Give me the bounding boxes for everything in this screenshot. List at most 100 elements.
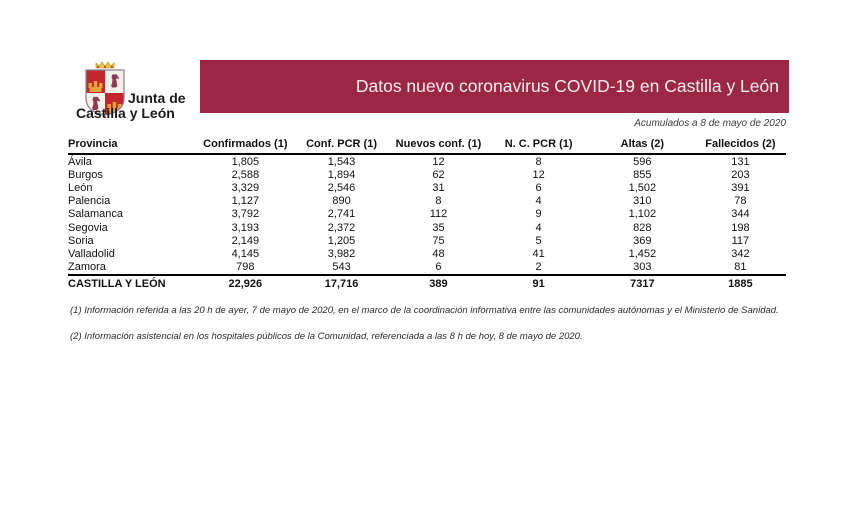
cell-value: 596 xyxy=(633,155,652,168)
province-name: Soria xyxy=(68,234,94,247)
province-name: Salamanca xyxy=(68,208,124,221)
table-row: Ávila 1,805 1,543 12 8 596 131 xyxy=(68,154,786,168)
cell-value: 1,127 xyxy=(231,195,260,208)
cell-value: 3,792 xyxy=(231,208,260,221)
column-header-confirmados: Confirmados (1) xyxy=(197,137,294,155)
cell-value: 75 xyxy=(432,234,445,247)
cell-value: 2,372 xyxy=(327,221,356,234)
logo-text-line2: Castilla y León xyxy=(76,105,175,121)
column-header-nc-pcr: N. C. PCR (1) xyxy=(487,137,590,155)
province-name: Burgos xyxy=(68,168,103,181)
cell-value: 2,546 xyxy=(327,181,356,194)
cell-value: 62 xyxy=(432,168,445,181)
cell-value: 1,502 xyxy=(628,181,657,194)
cell-value: 81 xyxy=(734,261,747,274)
cell-value: 5 xyxy=(535,234,542,247)
cell-value: 344 xyxy=(731,208,750,221)
cell-value: 12 xyxy=(532,168,545,181)
province-name: Valladolid xyxy=(68,247,115,260)
cell-value: 3,329 xyxy=(231,181,260,194)
cell-value: 890 xyxy=(332,195,351,208)
cell-value: 6 xyxy=(435,261,442,274)
cell-value: 1,452 xyxy=(628,247,657,260)
total-value: 17,716 xyxy=(293,273,390,291)
crown-icon xyxy=(95,61,115,69)
province-name: León xyxy=(68,181,93,194)
cell-value: 48 xyxy=(432,247,445,260)
total-value: 7317 xyxy=(589,273,695,291)
table-row: León 3,329 2,546 31 6 1,502 391 xyxy=(68,181,786,194)
province-name: Palencia xyxy=(68,195,111,208)
column-header-fallecidos: Fallecidos (2) xyxy=(694,137,786,155)
cell-value: 391 xyxy=(731,181,750,194)
column-header-conf-pcr: Conf. PCR (1) xyxy=(293,137,390,155)
cell-value: 369 xyxy=(633,234,652,247)
cell-value: 41 xyxy=(532,247,545,260)
page-title: Datos nuevo coronavirus COVID-19 en Cast… xyxy=(355,76,779,96)
cell-value: 35 xyxy=(432,221,445,234)
logo-text-line1: Junta de xyxy=(128,90,186,106)
cell-value: 9 xyxy=(535,208,542,221)
cell-value: 117 xyxy=(731,234,750,247)
cell-value: 1,102 xyxy=(628,208,657,221)
table-row: Soria 2,149 1,205 75 5 369 117 xyxy=(68,234,786,247)
cell-value: 78 xyxy=(734,195,747,208)
cell-value: 8 xyxy=(535,155,542,168)
cell-value: 8 xyxy=(435,195,442,208)
cell-value: 31 xyxy=(432,181,445,194)
cell-value: 198 xyxy=(731,221,750,234)
cell-value: 543 xyxy=(332,261,351,274)
total-label: CASTILLA Y LEÓN xyxy=(68,273,198,291)
cell-value: 828 xyxy=(633,221,652,234)
total-value: 389 xyxy=(389,273,488,291)
table-total-row: CASTILLA Y LEÓN 22,926 17,716 389 91 731… xyxy=(68,273,786,291)
table-row: Zamora 798 543 6 2 303 81 xyxy=(68,261,786,275)
cell-value: 798 xyxy=(236,261,255,274)
cell-value: 3,982 xyxy=(327,247,356,260)
table-header-row: Provincia Confirmados (1) Conf. PCR (1) … xyxy=(68,137,786,155)
covid-data-table: Provincia Confirmados (1) Conf. PCR (1) … xyxy=(68,137,786,291)
cell-value: 1,894 xyxy=(327,168,356,181)
province-name: Ávila xyxy=(68,155,92,168)
cell-value: 855 xyxy=(633,168,652,181)
province-name: Zamora xyxy=(68,261,106,274)
footnote-1: (1) Información referida a las 20 h de a… xyxy=(70,305,779,316)
cell-value: 2,149 xyxy=(231,234,260,247)
cell-value: 1,805 xyxy=(231,155,260,168)
cell-value: 1,543 xyxy=(327,155,356,168)
cell-value: 6 xyxy=(535,181,542,194)
junta-castilla-leon-logo: Junta de Castilla y León xyxy=(76,58,200,122)
table-row: Valladolid 4,145 3,982 48 41 1,452 342 xyxy=(68,247,786,260)
province-name: Segovia xyxy=(68,221,108,234)
cell-value: 2 xyxy=(535,261,542,274)
cell-value: 4,145 xyxy=(231,247,260,260)
cell-value: 342 xyxy=(731,247,750,260)
cell-value: 3,193 xyxy=(231,221,260,234)
footnote-2: (2) Información asistencial en los hospi… xyxy=(70,331,583,342)
column-header-altas: Altas (2) xyxy=(589,137,695,155)
column-header-nuevos-conf: Nuevos conf. (1) xyxy=(389,137,488,155)
cell-value: 203 xyxy=(731,168,750,181)
accumulated-date-subtitle: Acumulados a 8 de mayo de 2020 xyxy=(634,118,786,129)
header-banner: Datos nuevo coronavirus COVID-19 en Cast… xyxy=(200,60,789,113)
total-value: 22,926 xyxy=(197,273,294,291)
cell-value: 303 xyxy=(633,261,652,274)
table-row: Salamanca 3,792 2,741 112 9 1,102 344 xyxy=(68,208,786,221)
cell-value: 4 xyxy=(535,221,542,234)
cell-value: 2,588 xyxy=(231,168,260,181)
table-row: Segovia 3,193 2,372 35 4 828 198 xyxy=(68,221,786,234)
total-value: 91 xyxy=(487,273,590,291)
cell-value: 131 xyxy=(731,155,750,168)
cell-value: 1,205 xyxy=(327,234,356,247)
cell-value: 12 xyxy=(432,155,445,168)
cell-value: 2,741 xyxy=(327,208,356,221)
cell-value: 310 xyxy=(633,195,652,208)
table-row: Burgos 2,588 1,894 62 12 855 203 xyxy=(68,168,786,181)
cell-value: 112 xyxy=(429,208,448,221)
coat-of-arms-icon xyxy=(85,61,125,116)
total-value: 1885 xyxy=(694,273,786,291)
cell-value: 4 xyxy=(535,195,542,208)
table-row: Palencia 1,127 890 8 4 310 78 xyxy=(68,195,786,208)
column-header-provincia: Provincia xyxy=(68,137,198,155)
